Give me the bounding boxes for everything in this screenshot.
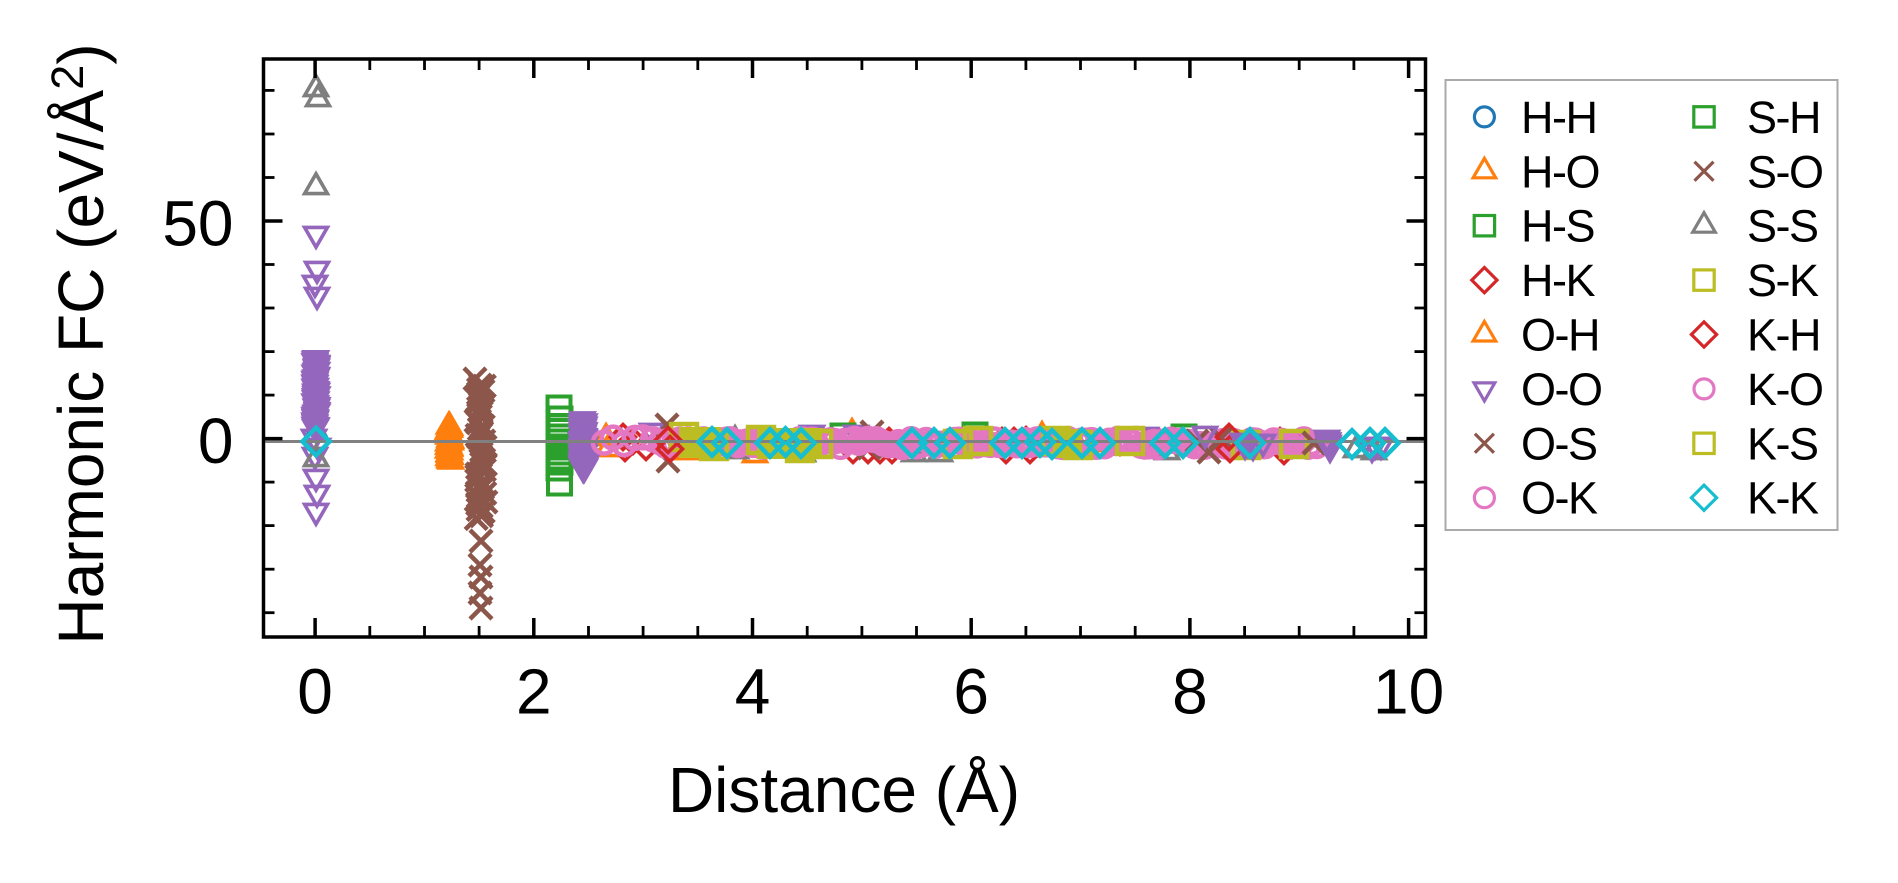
svg-text:O-S: O-S [1521, 418, 1597, 469]
svg-text:4: 4 [735, 656, 771, 728]
svg-text:S-H: S-H [1747, 92, 1820, 143]
svg-text:H-H: H-H [1521, 92, 1596, 143]
svg-text:O-K: O-K [1521, 473, 1598, 524]
svg-text:K-O: K-O [1747, 364, 1823, 415]
svg-text:S-S: S-S [1747, 201, 1818, 252]
svg-text:K-S: K-S [1747, 418, 1818, 469]
svg-text:S-O: S-O [1747, 146, 1823, 197]
svg-text:0: 0 [198, 405, 234, 477]
svg-text:6: 6 [953, 656, 989, 728]
svg-text:50: 50 [162, 188, 233, 260]
svg-text:10: 10 [1373, 656, 1444, 728]
svg-text:8: 8 [1172, 656, 1208, 728]
svg-text:O-O: O-O [1521, 364, 1602, 415]
svg-text:S-K: S-K [1747, 255, 1819, 306]
svg-text:0: 0 [297, 656, 333, 728]
svg-text:2: 2 [516, 656, 552, 728]
svg-text:K-K: K-K [1747, 473, 1819, 524]
svg-text:K-H: K-H [1747, 310, 1820, 361]
svg-text:Distance (Å): Distance (Å) [668, 754, 1020, 826]
svg-text:H-K: H-K [1521, 255, 1595, 306]
svg-text:H-S: H-S [1521, 201, 1594, 252]
svg-text:O-H: O-H [1521, 310, 1599, 361]
svg-text:H-O: H-O [1521, 146, 1599, 197]
svg-text:Harmonic FC (eV/Å2): Harmonic FC (eV/Å2) [42, 43, 117, 644]
